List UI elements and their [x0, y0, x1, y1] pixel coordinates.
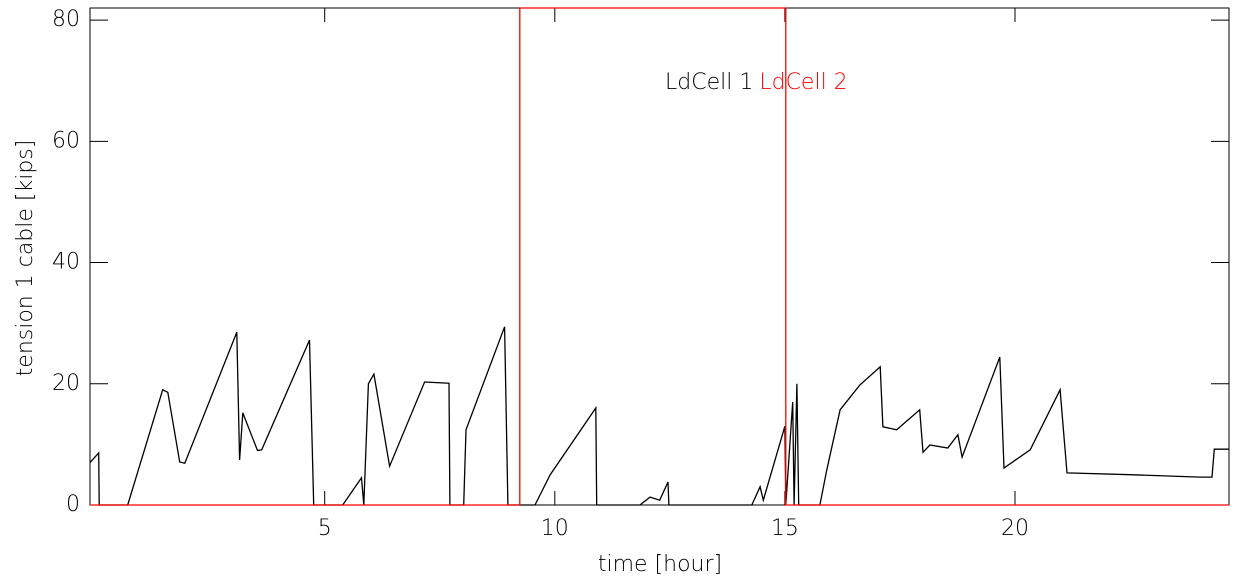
legend-entry: LdCell 1	[665, 70, 753, 95]
plot-frame	[89, 7, 1230, 506]
x-tick-label: 15	[771, 516, 799, 541]
y-tick-label: 40	[52, 250, 80, 275]
x-tick-label: 20	[1001, 516, 1029, 541]
x-axis-label: time [hour]	[598, 552, 722, 577]
x-tick-label: 10	[541, 516, 569, 541]
x-tick-label: 5	[318, 516, 332, 541]
y-tick-label: 80	[52, 7, 80, 32]
legend-entry: LdCell 2	[759, 70, 847, 95]
series-line	[89, 326, 1229, 506]
y-axis-label: tension 1 cable [kips]	[13, 140, 38, 377]
y-tick-label: 20	[52, 371, 80, 396]
y-tick-label: 60	[52, 128, 80, 153]
series-line	[90, 7, 1229, 506]
y-tick-label: 0	[66, 492, 80, 517]
